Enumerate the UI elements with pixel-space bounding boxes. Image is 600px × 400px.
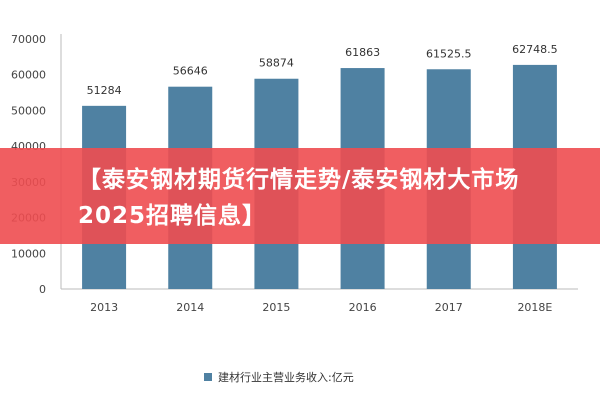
legend-swatch xyxy=(204,373,212,381)
y-tick-label: 50000 xyxy=(11,104,46,117)
data-label: 61525.5 xyxy=(426,47,472,60)
y-tick-label: 60000 xyxy=(11,69,46,82)
y-tick-label: 70000 xyxy=(11,33,46,46)
x-tick-label: 2017 xyxy=(435,301,463,314)
legend: 建材行业主营业务收入:亿元 xyxy=(204,369,354,385)
x-tick-label: 2015 xyxy=(262,301,290,314)
data-label: 58874 xyxy=(259,57,294,70)
y-tick-label: 10000 xyxy=(11,247,46,260)
x-tick-label: 2013 xyxy=(90,301,118,314)
headline-banner: 【泰安钢材期货行情走势/泰安钢材大市场2025招聘信息】 xyxy=(0,148,600,244)
data-label: 51284 xyxy=(87,84,122,97)
x-tick-label: 2018E xyxy=(517,301,552,314)
data-label: 61863 xyxy=(345,46,380,59)
legend-label: 建材行业主营业务收入:亿元 xyxy=(218,371,354,384)
data-label: 62748.5 xyxy=(512,43,558,56)
y-tick-label: 0 xyxy=(39,283,46,296)
x-tick-label: 2014 xyxy=(176,301,204,314)
headline-text: 【泰安钢材期货行情走势/泰安钢材大市场2025招聘信息】 xyxy=(78,167,520,229)
x-tick-label: 2016 xyxy=(349,301,377,314)
data-label: 56646 xyxy=(173,65,208,78)
